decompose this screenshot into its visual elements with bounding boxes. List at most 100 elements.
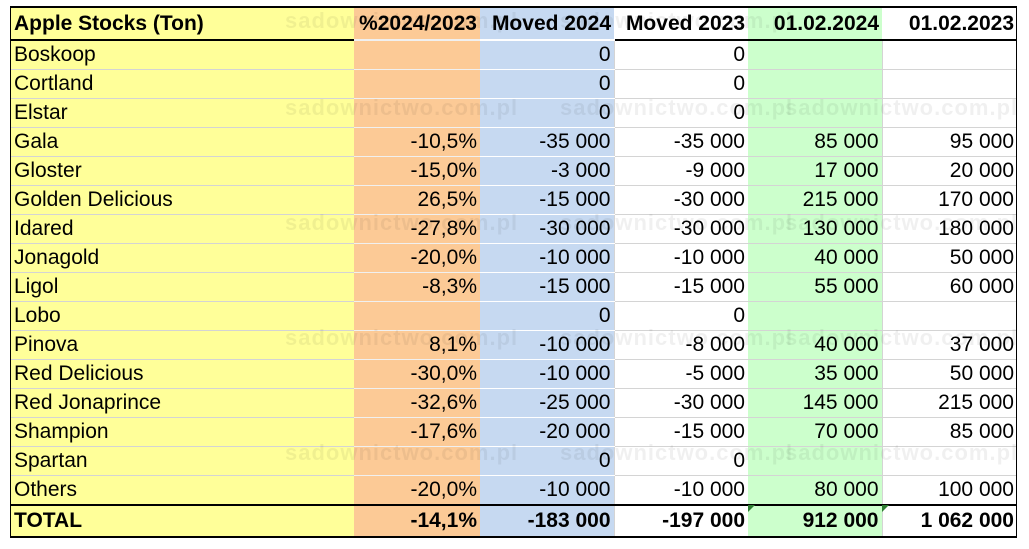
cell-moved-2024: 0 bbox=[480, 98, 614, 128]
total-stock-2023: 1 062 000 bbox=[881, 504, 1017, 538]
cell-stock-2023 bbox=[881, 98, 1017, 128]
table-row: Red Delicious -30,0% -10 000 -5 000 35 000 50… bbox=[10, 359, 1017, 389]
header-moved-2023: Moved 2023 bbox=[614, 6, 748, 41]
cell-percent-change: 8,1% bbox=[354, 330, 480, 360]
cell-moved-2023: -8 000 bbox=[613, 330, 748, 360]
cell-variety-name: Golden Delicious bbox=[10, 185, 354, 215]
cell-moved-2023: -10 000 bbox=[613, 243, 748, 273]
total-moved-2024: -183 000 bbox=[480, 504, 614, 538]
cell-moved-2023: 0 bbox=[613, 98, 748, 128]
cell-moved-2023: -30 000 bbox=[613, 388, 748, 418]
cell-stock-2023 bbox=[881, 40, 1017, 70]
cell-moved-2024: -30 000 bbox=[480, 214, 614, 244]
cell-percent-change: -8,3% bbox=[354, 272, 480, 302]
cell-stock-2024 bbox=[748, 301, 882, 331]
apple-stocks-sheet: Apple Stocks (Ton) %2024/2023 Moved 2024… bbox=[10, 6, 1017, 538]
header-variety: Apple Stocks (Ton) bbox=[10, 6, 354, 41]
cell-stock-2024: 215 000 bbox=[748, 185, 882, 215]
cell-moved-2023: -30 000 bbox=[613, 185, 748, 215]
cell-variety-name: Cortland bbox=[10, 69, 354, 99]
cell-moved-2024: 0 bbox=[480, 69, 614, 99]
table-row: Ligol -8,3% -15 000 -15 000 55 000 60 000 bbox=[10, 272, 1017, 302]
cell-stock-2024: 17 000 bbox=[748, 156, 882, 186]
header-moved-2024: Moved 2024 bbox=[480, 6, 614, 40]
cell-stock-2023: 95 000 bbox=[881, 127, 1017, 157]
cell-percent-change bbox=[354, 40, 480, 70]
table-row: Spartan 0 0 bbox=[10, 446, 1017, 476]
cell-moved-2023: 0 bbox=[613, 69, 748, 99]
table-row: Gloster -15,0% -3 000 -9 000 17 000 20 000 bbox=[10, 156, 1017, 186]
cell-stock-2024: 35 000 bbox=[748, 359, 882, 389]
total-label: TOTAL bbox=[10, 504, 354, 538]
cell-percent-change bbox=[354, 69, 480, 99]
cell-moved-2023: -15 000 bbox=[613, 272, 748, 302]
cell-stock-2023 bbox=[881, 446, 1017, 476]
cell-stock-2024: 85 000 bbox=[748, 127, 882, 157]
cell-moved-2024: 0 bbox=[480, 40, 614, 70]
cell-moved-2024: -35 000 bbox=[480, 127, 614, 157]
table-row: Pinova 8,1% -10 000 -8 000 40 000 37 000 bbox=[10, 330, 1017, 360]
cell-moved-2023: -30 000 bbox=[613, 214, 748, 244]
apple-stocks-table: Apple Stocks (Ton) %2024/2023 Moved 2024… bbox=[10, 6, 1017, 538]
cell-stock-2023: 100 000 bbox=[881, 475, 1017, 506]
cell-moved-2024: -10 000 bbox=[480, 475, 614, 505]
cell-moved-2023: -35 000 bbox=[613, 127, 748, 157]
header-percent-change: %2024/2023 bbox=[354, 6, 480, 41]
cell-moved-2024: -15 000 bbox=[480, 272, 614, 302]
table-row: Boskoop 0 0 bbox=[10, 40, 1017, 70]
cell-variety-name: Pinova bbox=[10, 330, 354, 360]
cell-moved-2024: -25 000 bbox=[480, 388, 614, 418]
table-row: Elstar 0 0 bbox=[10, 98, 1017, 128]
cell-percent-change bbox=[354, 98, 480, 128]
cell-stock-2024: 145 000 bbox=[748, 388, 882, 418]
cell-stock-2024: 130 000 bbox=[748, 214, 882, 244]
cell-moved-2023: 0 bbox=[613, 40, 748, 70]
cell-variety-name: Spartan bbox=[10, 446, 354, 476]
cell-comment-marker bbox=[748, 505, 755, 512]
table-row: Gala -10,5% -35 000 -35 000 85 000 95 000 bbox=[10, 127, 1017, 157]
cell-stock-2024: 55 000 bbox=[748, 272, 882, 302]
cell-stock-2023: 180 000 bbox=[881, 214, 1017, 244]
cell-variety-name: Others bbox=[10, 475, 354, 506]
cell-percent-change: -27,8% bbox=[354, 214, 480, 244]
cell-stock-2024 bbox=[748, 446, 882, 476]
table-row: Cortland 0 0 bbox=[10, 69, 1017, 99]
cell-percent-change: -15,0% bbox=[354, 156, 480, 186]
cell-moved-2024: -3 000 bbox=[480, 156, 614, 186]
cell-percent-change: -20,0% bbox=[354, 475, 480, 506]
table-row: Jonagold -20,0% -10 000 -10 000 40 000 50 000 bbox=[10, 243, 1017, 273]
total-row: TOTAL -14,1% -183 000 -197 000 912 000 1… bbox=[10, 504, 1017, 538]
cell-moved-2024: -10 000 bbox=[480, 359, 614, 389]
cell-stock-2024 bbox=[748, 40, 882, 70]
cell-stock-2023: 170 000 bbox=[881, 185, 1017, 215]
cell-percent-change: -10,5% bbox=[354, 127, 480, 157]
cell-stock-2023: 37 000 bbox=[881, 330, 1017, 360]
cell-variety-name: Idared bbox=[10, 214, 354, 244]
cell-moved-2023: -15 000 bbox=[613, 417, 748, 447]
cell-variety-name: Red Delicious bbox=[10, 359, 354, 389]
cell-stock-2023 bbox=[881, 301, 1017, 331]
cell-stock-2024: 40 000 bbox=[748, 243, 882, 273]
cell-percent-change: -20,0% bbox=[354, 243, 480, 273]
cell-variety-name: Gala bbox=[10, 127, 354, 157]
cell-moved-2024: -15 000 bbox=[480, 185, 614, 215]
cell-percent-change bbox=[354, 446, 480, 476]
total-stock-2024: 912 000 bbox=[748, 504, 882, 538]
cell-variety-name: Red Jonaprince bbox=[10, 388, 354, 418]
cell-stock-2024: 70 000 bbox=[748, 417, 882, 447]
cell-stock-2024: 40 000 bbox=[748, 330, 882, 360]
cell-stock-2024 bbox=[748, 69, 882, 99]
cell-stock-2023: 20 000 bbox=[881, 156, 1017, 186]
cell-moved-2023: -9 000 bbox=[613, 156, 748, 186]
cell-variety-name: Ligol bbox=[10, 272, 354, 302]
cell-moved-2023: 0 bbox=[613, 301, 748, 331]
cell-stock-2023: 85 000 bbox=[881, 417, 1017, 447]
total-moved-2023: -197 000 bbox=[613, 504, 748, 538]
cell-moved-2023: -5 000 bbox=[613, 359, 748, 389]
cell-comment-marker bbox=[882, 505, 889, 512]
cell-moved-2023: -10 000 bbox=[613, 475, 748, 506]
cell-moved-2023: 0 bbox=[613, 446, 748, 476]
cell-variety-name: Shampion bbox=[10, 417, 354, 447]
cell-percent-change: 26,5% bbox=[354, 185, 480, 215]
cell-stock-2023 bbox=[881, 69, 1017, 99]
